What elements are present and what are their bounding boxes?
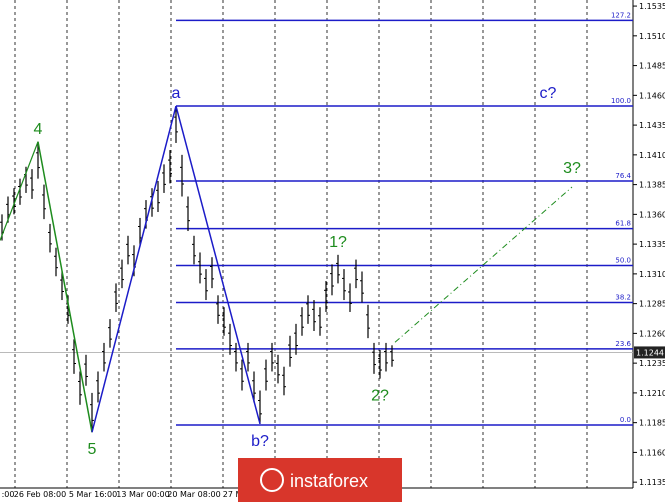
x-tick-label: 26 Feb 08:00 xyxy=(14,490,66,499)
fib-label: 76.4 xyxy=(615,172,631,180)
y-tick-label: 1.1160 xyxy=(639,448,665,457)
y-tick-label: 1.1235 xyxy=(639,359,665,368)
current-price-label: 1.1244 xyxy=(636,348,664,357)
y-tick-label: 1.1435 xyxy=(639,121,665,130)
logo: instaforex xyxy=(238,458,402,502)
wave-label: 4 xyxy=(34,121,43,138)
logo-banner xyxy=(238,458,402,502)
x-tick-label: 13 Mar 00:00 xyxy=(116,490,169,499)
y-tick-label: 1.1410 xyxy=(639,151,665,160)
y-tick-label: 1.1210 xyxy=(639,389,665,398)
logo-icon xyxy=(260,468,284,492)
x-tick-label: :00 xyxy=(2,490,15,499)
y-tick-label: 1.1135 xyxy=(639,478,665,487)
logo-text: instaforex xyxy=(290,471,368,491)
fib-label: 127.2 xyxy=(611,11,631,19)
x-tick-label: 27 Ma xyxy=(223,490,248,499)
wave-line xyxy=(91,105,177,433)
fib-label: 100.0 xyxy=(611,97,631,105)
y-tick-label: 1.1385 xyxy=(639,181,665,190)
y-tick-label: 1.1335 xyxy=(639,240,665,249)
projection-line xyxy=(394,186,573,343)
wave-line xyxy=(175,105,261,425)
wave-label: 5 xyxy=(88,441,97,458)
wave-line xyxy=(0,141,39,241)
y-tick-label: 1.1360 xyxy=(639,210,665,219)
wave-label: c? xyxy=(540,85,557,102)
wave-label: 3? xyxy=(563,160,581,177)
y-tick-label: 1.1185 xyxy=(639,419,665,428)
fib-label: 38.2 xyxy=(615,293,631,301)
fib-label: 0.0 xyxy=(620,416,631,424)
x-tick-label: 20 Mar 08:00 xyxy=(167,490,220,499)
y-tick-label: 1.1485 xyxy=(639,62,665,71)
y-tick-label: 1.1260 xyxy=(639,329,665,338)
y-tick-label: 1.1310 xyxy=(639,270,665,279)
fib-label: 50.0 xyxy=(615,257,631,265)
wave-label: 2? xyxy=(371,388,389,405)
y-tick-label: 1.1535 xyxy=(639,2,665,11)
y-tick-label: 1.1460 xyxy=(639,91,665,100)
y-tick-label: 1.1510 xyxy=(639,32,665,41)
wave-label: a xyxy=(172,85,181,102)
fib-label: 23.6 xyxy=(615,340,631,348)
fib-label: 61.8 xyxy=(615,220,631,228)
wave-label: 1? xyxy=(329,234,347,251)
wave-label: b? xyxy=(251,433,269,450)
current-price-box xyxy=(634,346,665,359)
wave-line xyxy=(37,141,93,433)
y-tick-label: 1.1285 xyxy=(639,300,665,309)
x-tick-label: 5 Mar 16:00 xyxy=(69,490,117,499)
